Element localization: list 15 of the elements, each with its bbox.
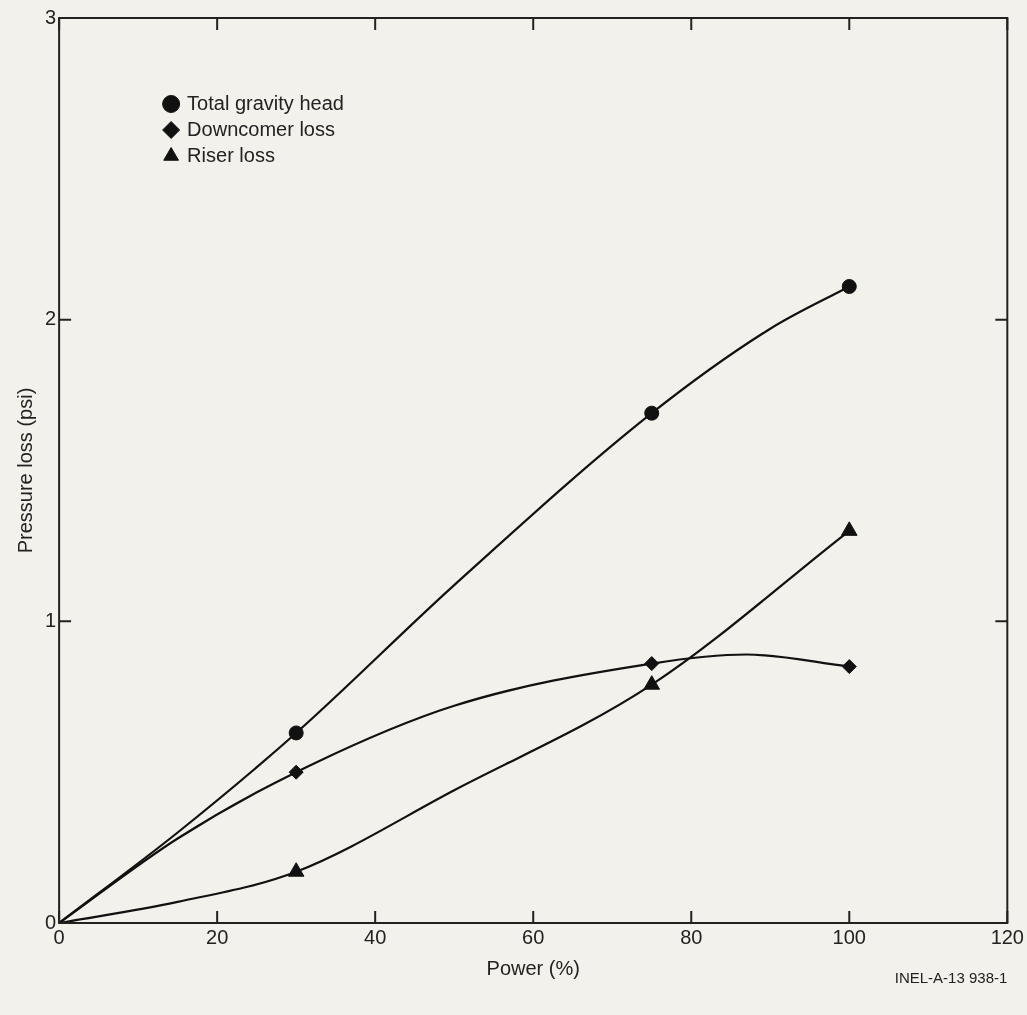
x-tick-label: 60 (522, 925, 545, 948)
y-axis-title: Pressure loss (psi) (13, 387, 36, 554)
y-tick-label: 1 (45, 608, 57, 631)
y-tick-label: 2 (45, 307, 57, 330)
x-tick-label: 100 (832, 925, 866, 948)
legend-label: Total gravity head (187, 91, 344, 114)
text: INEL-A-13 938-1 (894, 969, 1008, 986)
x-axis-title: Power (%) (486, 956, 580, 979)
legend-label: Riser loss (187, 143, 275, 166)
x-tick-label: 120 (990, 925, 1024, 948)
legend-label: Downcomer loss (187, 117, 335, 140)
x-tick-label: 20 (206, 925, 229, 948)
y-tick-label: 3 (45, 5, 57, 28)
x-tick-label: 40 (364, 925, 387, 948)
x-tick-label: 80 (680, 925, 703, 948)
